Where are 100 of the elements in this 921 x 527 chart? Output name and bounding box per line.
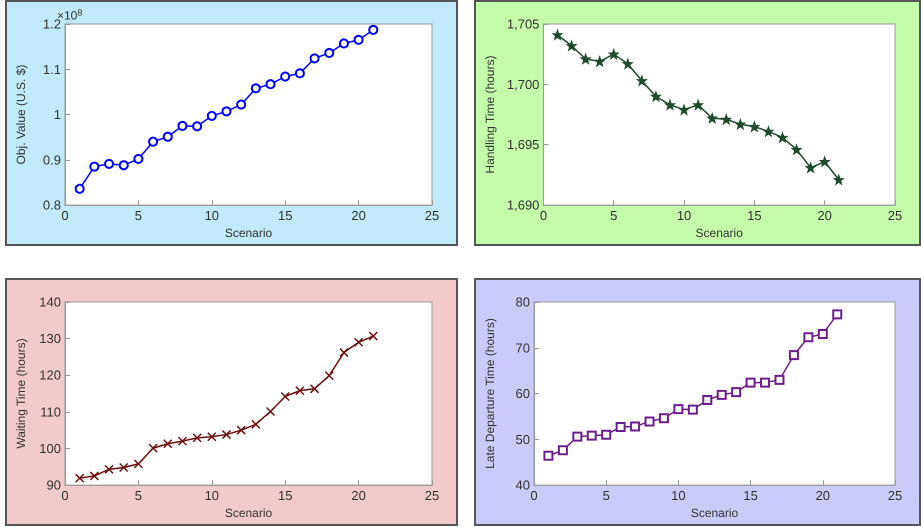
x-tick-label: 20	[351, 208, 366, 224]
x-tick-label: 20	[351, 488, 366, 504]
point	[616, 422, 626, 432]
point	[148, 443, 158, 453]
x-tick-label: 10	[676, 208, 692, 224]
point	[707, 113, 717, 123]
x-tick-label: 10	[671, 488, 686, 504]
point	[688, 404, 698, 415]
point	[207, 432, 217, 442]
y-tick-label: 50	[516, 432, 530, 447]
point	[778, 132, 788, 142]
point	[594, 56, 604, 66]
point	[608, 49, 618, 59]
x-tick-label: 15	[278, 488, 292, 504]
point	[637, 76, 647, 86]
x-tick-label: 15	[743, 488, 758, 504]
x-tick-label: 0	[61, 208, 69, 224]
point	[803, 332, 814, 342]
y-tick-label: 90	[46, 478, 61, 493]
y-tick-label: 140	[39, 294, 61, 310]
x-tick-label: 20	[816, 488, 830, 504]
point	[651, 92, 661, 102]
point	[295, 386, 305, 396]
point	[774, 374, 784, 385]
y-tick-label: 0.8	[42, 198, 61, 213]
y-tick-label: 100	[39, 440, 61, 456]
y-axis-title: Obj. Value (U.S. $)	[14, 64, 28, 164]
point	[339, 348, 349, 358]
y-tick-label: 120	[39, 368, 61, 383]
point	[693, 100, 703, 110]
point	[324, 370, 334, 380]
point	[558, 445, 568, 456]
y-tick-label: 60	[516, 386, 530, 402]
point	[310, 53, 320, 64]
point	[792, 144, 802, 154]
point	[750, 122, 760, 132]
x-tick-label: 15	[278, 208, 292, 224]
point	[368, 331, 378, 341]
x-tick-label: 5	[134, 488, 142, 504]
point	[222, 430, 232, 440]
x-tick-label: 25	[424, 488, 440, 504]
y-tick-label: 1	[54, 107, 61, 122]
point	[250, 83, 261, 94]
point	[236, 425, 246, 435]
y-tick-label: 1.1	[42, 62, 61, 77]
point	[251, 420, 261, 430]
x-tick-label: 0	[530, 488, 538, 504]
x-tick-label: 25	[424, 208, 440, 224]
point	[192, 121, 202, 132]
point	[89, 162, 100, 172]
point	[310, 384, 320, 394]
point	[623, 59, 633, 69]
x-tick-label: 5	[134, 208, 142, 224]
y-axis-title: Waiting Time (hours)	[14, 338, 28, 449]
point	[552, 30, 562, 40]
y-tick-label: 80	[516, 294, 530, 310]
x-tick-label: 25	[888, 208, 902, 224]
point	[162, 132, 173, 142]
point	[834, 174, 844, 184]
x-tick-label: 0	[540, 208, 548, 224]
point	[760, 378, 770, 388]
y-tick-label: 130	[39, 331, 61, 346]
point	[74, 184, 85, 194]
y-tick-label: 110	[40, 404, 61, 420]
point	[266, 406, 276, 416]
point	[192, 433, 202, 443]
point	[580, 54, 590, 64]
point	[644, 416, 655, 426]
point	[338, 38, 349, 48]
point	[280, 392, 290, 402]
x-tick-label: 5	[610, 208, 618, 224]
point	[178, 436, 188, 446]
y-axis-title: Handling Time (hours)	[483, 56, 497, 174]
point	[586, 430, 597, 441]
x-tick-label: 10	[204, 488, 220, 504]
point	[832, 309, 842, 320]
x-tick-label: 20	[817, 208, 832, 224]
point	[354, 34, 364, 45]
x-axis-title: Scenario	[224, 506, 272, 520]
y-tick-label: 1.2	[42, 16, 61, 32]
point	[673, 404, 684, 414]
point	[206, 110, 217, 121]
point	[266, 79, 276, 90]
point	[354, 338, 364, 348]
point	[90, 471, 100, 481]
point	[134, 459, 144, 469]
x-tick-label: 10	[204, 208, 220, 224]
point	[221, 106, 232, 116]
point	[74, 473, 84, 483]
point	[788, 350, 799, 360]
y-tick-label: 1,695	[506, 137, 540, 152]
point	[746, 378, 756, 388]
x-axis-title: Scenario	[690, 506, 738, 520]
point	[148, 136, 158, 147]
point	[764, 126, 774, 136]
y-tick-label: 1,700	[506, 76, 540, 92]
point	[601, 430, 612, 440]
point	[721, 114, 731, 124]
point	[104, 158, 114, 169]
y-tick-label: 1,705	[506, 16, 540, 32]
